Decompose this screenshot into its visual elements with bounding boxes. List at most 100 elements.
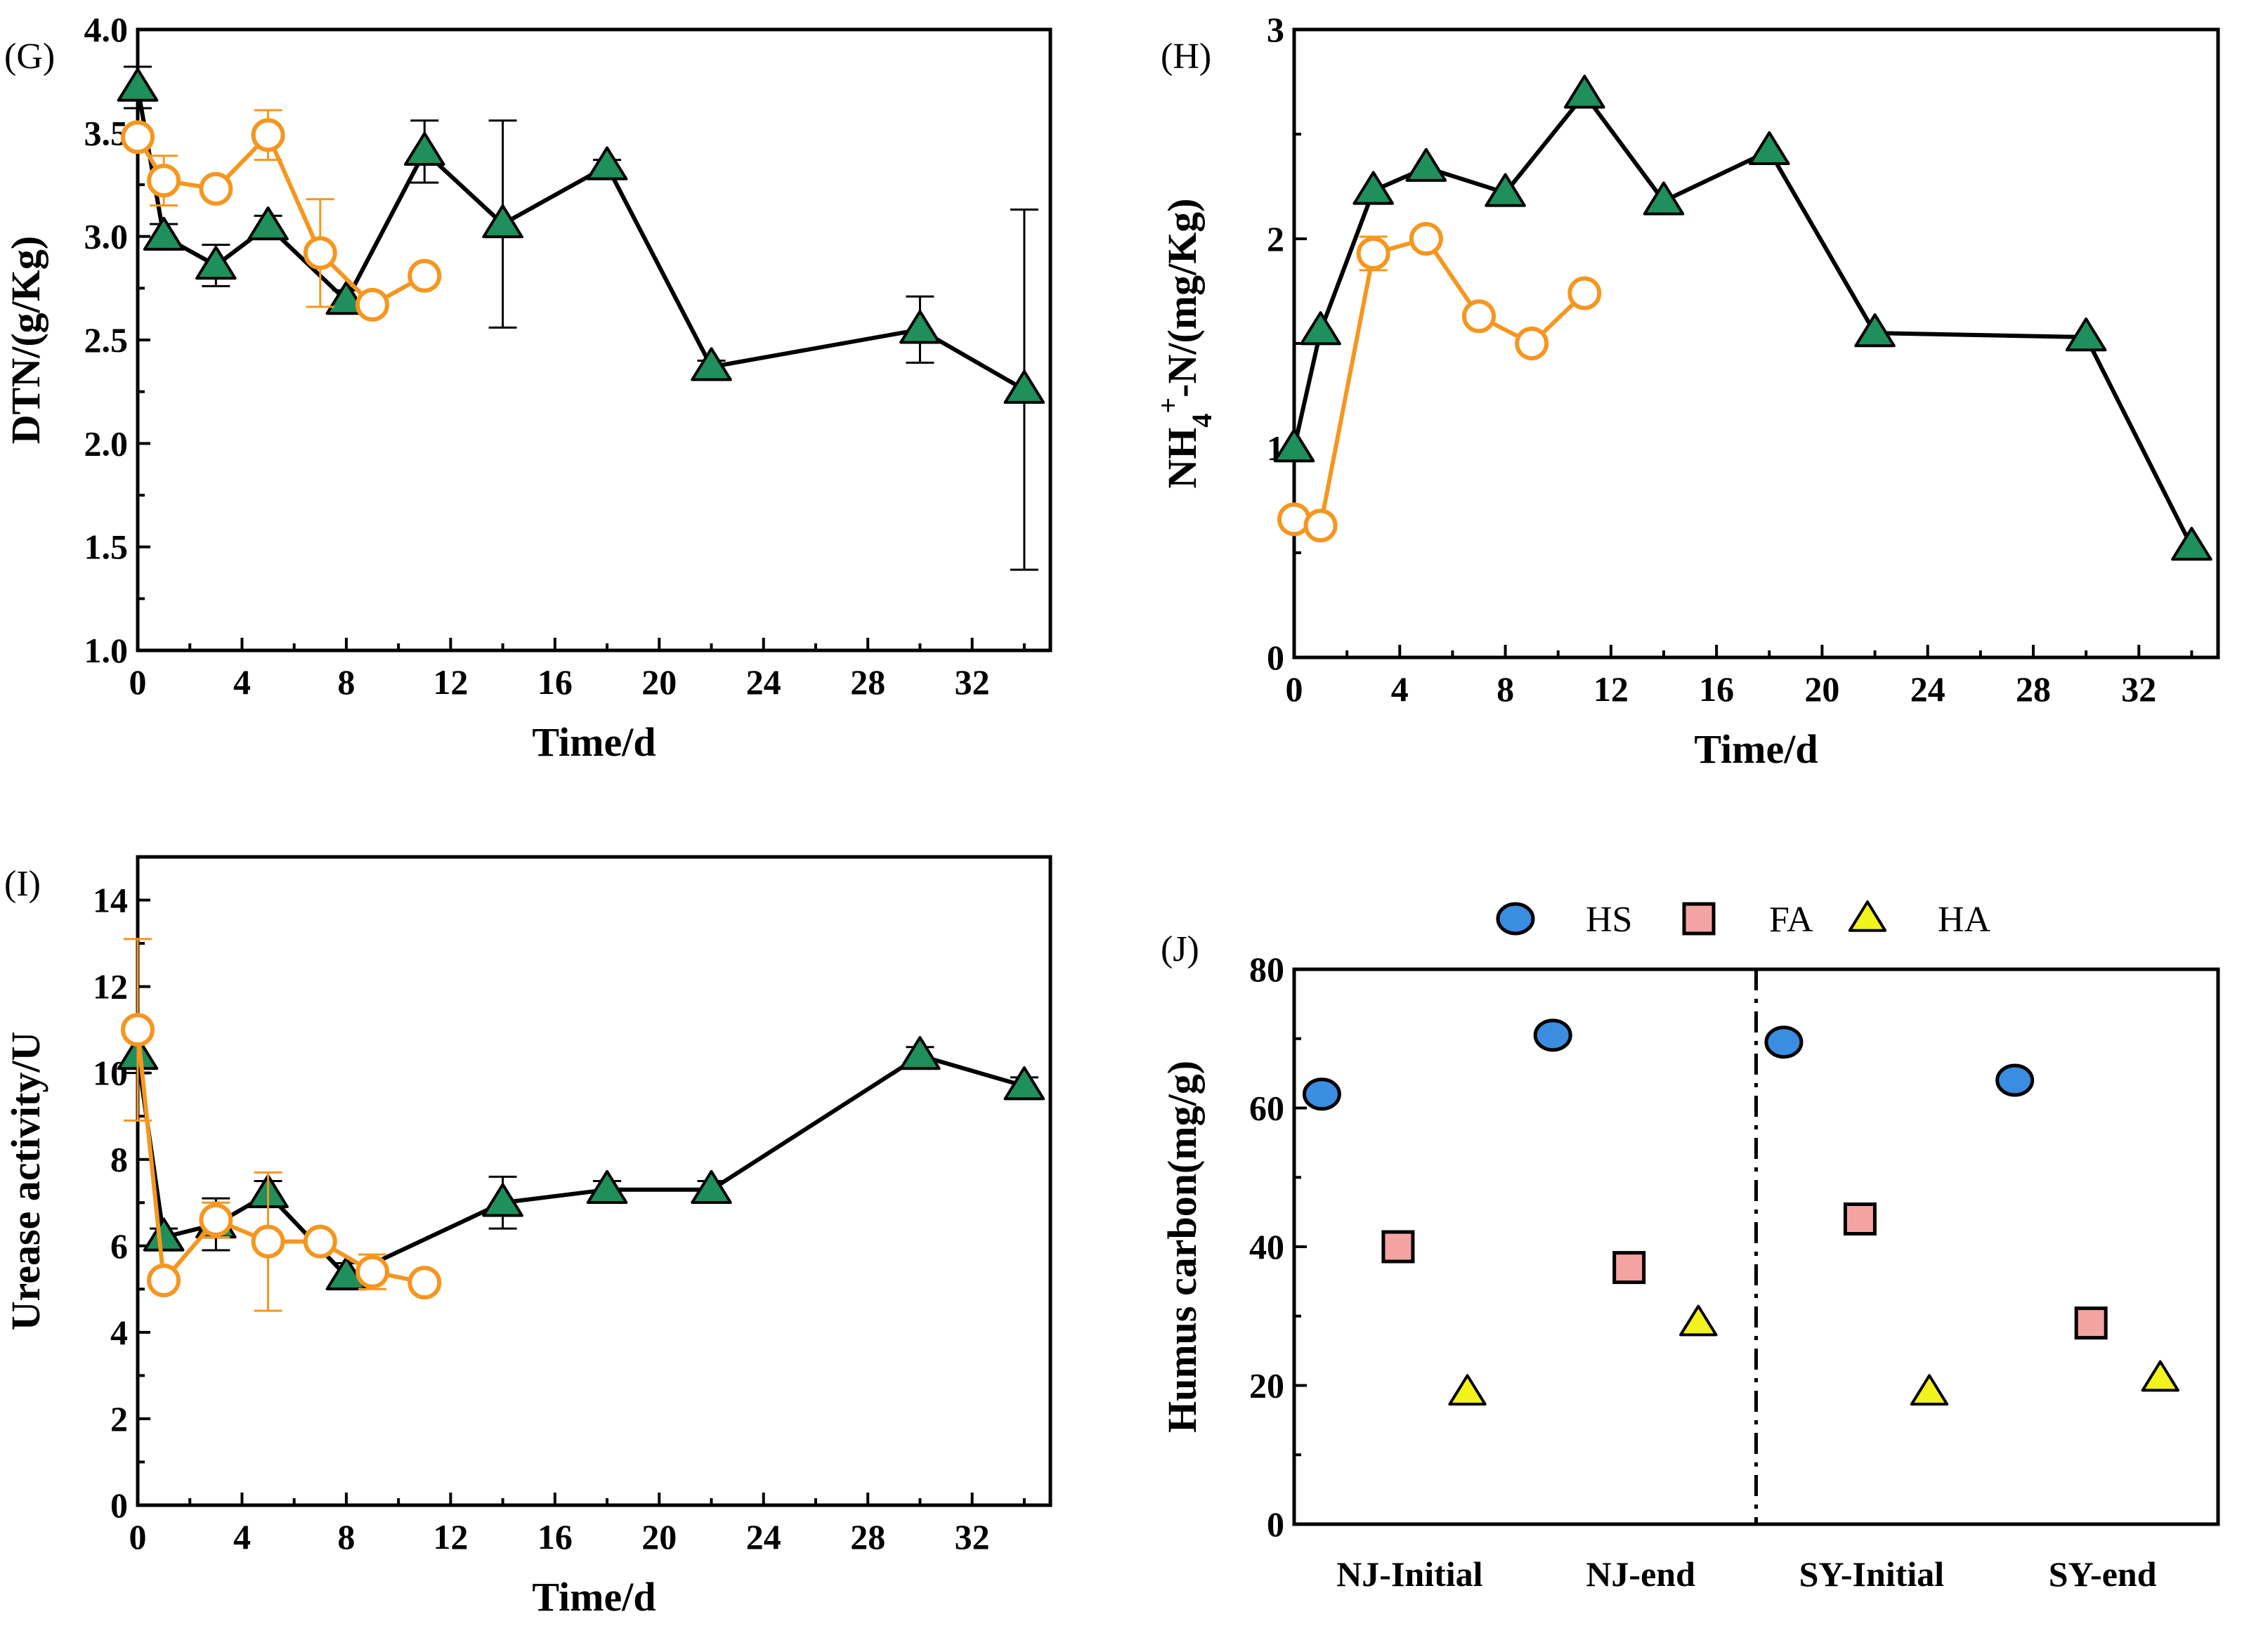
- x-tick-label: 32: [2121, 669, 2156, 709]
- x-tick-label: 0: [1286, 669, 1303, 709]
- data-point-circle: [1409, 222, 1443, 256]
- data-point-triangle: [482, 204, 523, 239]
- data-point-fa: [1843, 1202, 1877, 1235]
- y-tick-label: 60: [1249, 1089, 1284, 1128]
- x-axis-title: Time/d: [532, 719, 656, 765]
- legend-item-ha: HA: [1848, 900, 1991, 940]
- x-tick-label: 20: [641, 662, 677, 702]
- data-point-triangle: [1405, 148, 1447, 182]
- series-line-triangle: [136, 1054, 1025, 1278]
- x-tick-label: 16: [1699, 669, 1734, 709]
- panel-label: (G): [4, 37, 55, 77]
- x-tick-label: 20: [1804, 669, 1839, 709]
- data-point-ha: [1679, 1304, 1718, 1337]
- data-point-triangle: [1643, 181, 1685, 216]
- y-tick-label: 40: [1249, 1227, 1284, 1266]
- category-label: NJ-Initial: [1336, 1554, 1482, 1594]
- y-tick-label: 10: [93, 1054, 128, 1093]
- data-point-triangle: [403, 131, 445, 166]
- x-axis-title: Time/d: [1694, 726, 1818, 772]
- panel-j-humus-carbon-chart: 0 20 40 60 80 NJ-Initial NJ-end SY-Initial SY-en…: [1159, 900, 2220, 1594]
- legend-marker-ha: [1848, 900, 1887, 932]
- y-axis-title: NH4+-N/(mg/Kg): [1152, 198, 1218, 488]
- x-tick-label: 24: [1910, 669, 1945, 709]
- y-tick-label: 8: [110, 1140, 128, 1179]
- y-axis-title-part: NH: [1159, 428, 1205, 489]
- x-tick-label: 16: [537, 1517, 573, 1556]
- y-tick-label: 3.0: [84, 217, 129, 256]
- data-point-circle: [1515, 327, 1549, 360]
- data-point-ha: [1910, 1374, 1949, 1406]
- legend-marker-fa: [1682, 902, 1716, 936]
- category-label: SY-Initial: [1799, 1554, 1945, 1594]
- x-tick-label: 12: [433, 1517, 468, 1556]
- y-tick-label: 1.5: [84, 527, 129, 567]
- y-axis-title: DTN/(g/Kg): [3, 236, 48, 444]
- y-axis-title: Humus carbon(mg/g): [1159, 1061, 1205, 1433]
- data-point-triangle: [1003, 1066, 1045, 1101]
- data-point-circle: [199, 1202, 233, 1237]
- data-point-circle: [147, 164, 181, 198]
- y-tick-label: 2: [1267, 219, 1284, 258]
- y-tick-label: 6: [110, 1226, 128, 1266]
- data-point-triangle: [586, 1169, 628, 1205]
- y-tick-label: 2: [110, 1399, 128, 1438]
- data-point-triangle: [1273, 428, 1315, 463]
- data-point-fa: [2074, 1306, 2108, 1340]
- data-point-triangle: [2065, 317, 2107, 352]
- data-point-triangle: [117, 67, 159, 102]
- data-point-triangle: [1352, 171, 1395, 205]
- y-tick-label: 2.0: [84, 424, 129, 463]
- data-point-circle: [251, 118, 285, 152]
- y-tick-label: 4.0: [84, 10, 129, 49]
- x-tick-label: 16: [537, 662, 573, 702]
- data-point-hs: [1764, 1025, 1804, 1059]
- plot-frame: [136, 855, 1052, 1507]
- legend-item-fa: FA: [1682, 900, 1813, 940]
- panel-label: (J): [1161, 929, 1199, 969]
- data-point-circle: [1462, 299, 1496, 334]
- y-tick-label: 80: [1249, 950, 1284, 989]
- data-point-circle: [251, 1224, 285, 1259]
- y-tick-label: 4: [110, 1313, 128, 1352]
- y-axis-title-subscript: 4: [1186, 414, 1218, 428]
- data-point-triangle: [691, 347, 732, 381]
- x-tick-label: 12: [433, 662, 468, 702]
- panel-h-nh4-chart: 0 4 8 12 16 20 24 28 320123Time/dNH4+-N/(mg/Kg)(…: [1152, 10, 2220, 772]
- data-point-circle: [121, 120, 155, 155]
- x-tick-label: 28: [850, 662, 885, 702]
- panel-label: (I): [4, 864, 41, 904]
- data-point-fa: [1612, 1251, 1646, 1285]
- y-axis-title-superscript: +: [1152, 398, 1184, 414]
- data-point-circle: [356, 1254, 390, 1289]
- data-point-triangle: [2171, 527, 2212, 561]
- y-axis-title: Urease activity/U: [3, 1032, 48, 1331]
- data-point-triangle: [1748, 131, 1790, 166]
- x-tick-label: 32: [955, 662, 990, 702]
- data-point-circle: [407, 258, 442, 293]
- data-point-fa: [1381, 1230, 1415, 1264]
- x-tick-label: 0: [129, 1517, 147, 1556]
- data-point-hs: [1995, 1063, 2035, 1097]
- data-point-triangle: [899, 1036, 941, 1070]
- x-tick-label: 8: [1497, 669, 1514, 709]
- data-point-circle: [1303, 509, 1338, 543]
- data-point-triangle: [1485, 173, 1526, 207]
- x-tick-label: 4: [233, 1517, 251, 1556]
- data-point-triangle: [1563, 74, 1605, 109]
- y-tick-label: 14: [93, 881, 128, 920]
- data-point-circle: [407, 1266, 442, 1300]
- legend-label: FA: [1769, 900, 1813, 940]
- y-tick-label: 2.5: [84, 320, 129, 360]
- data-point-triangle: [691, 1169, 732, 1205]
- x-tick-label: 8: [337, 662, 355, 702]
- data-point-triangle: [1300, 311, 1341, 346]
- legend-item-hs: HS: [1496, 900, 1632, 940]
- y-tick-label: 0: [1267, 1504, 1284, 1544]
- data-point-hs: [1533, 1018, 1572, 1052]
- data-point-triangle: [195, 245, 237, 280]
- data-point-triangle: [899, 310, 941, 344]
- x-axis-title: Time/d: [532, 1574, 656, 1620]
